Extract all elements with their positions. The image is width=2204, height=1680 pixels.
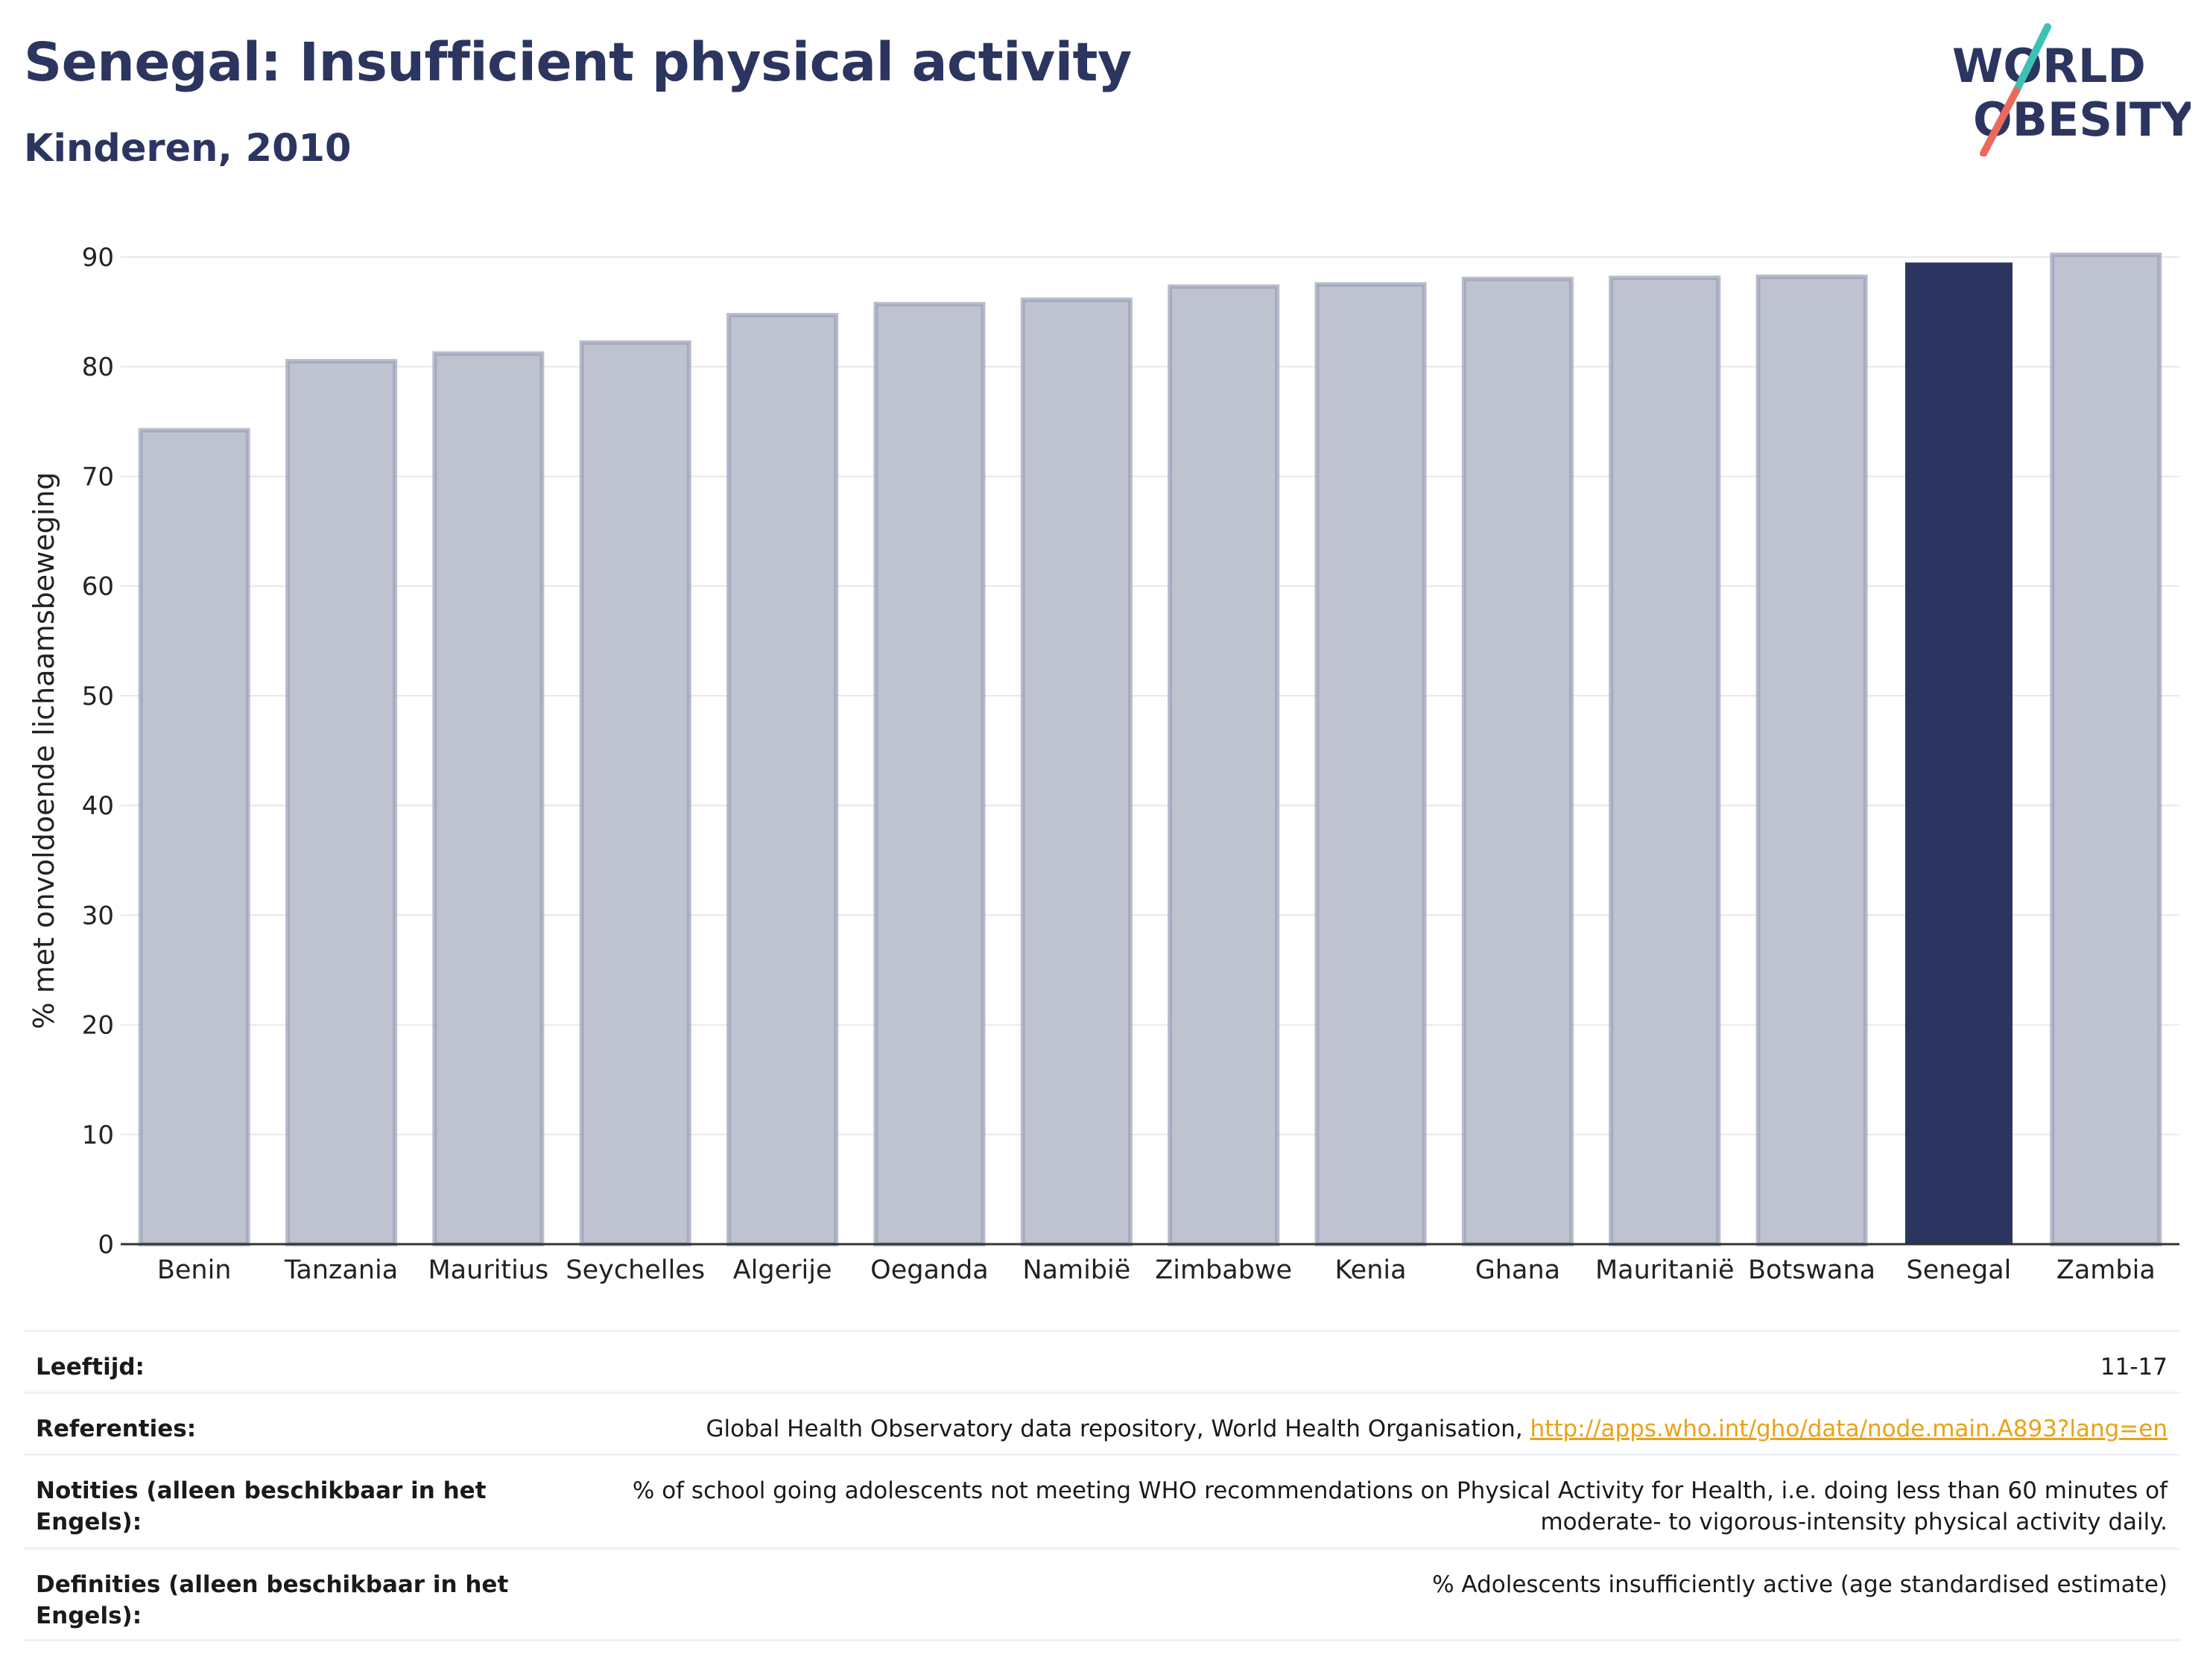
bar-zambia <box>2050 253 2162 1246</box>
info-row-notes: Notities (alleen beschikbaar in het Enge… <box>24 1454 2179 1547</box>
x-tick-label: Zambia <box>2056 1255 2156 1285</box>
info-label: Definities (alleen beschikbaar in het En… <box>36 1571 509 1629</box>
info-label: Notities (alleen beschikbaar in het Enge… <box>36 1477 487 1535</box>
reference-link[interactable]: http://apps.who.int/gho/data/node.main.A… <box>1530 1416 2167 1442</box>
y-tick-label: 80 <box>82 352 114 382</box>
logo-line1: WORLD <box>1952 39 2146 93</box>
bar-seychelles <box>579 340 691 1246</box>
x-tick-label: Benin <box>157 1255 232 1285</box>
x-tick-label: Mauritanië <box>1595 1255 1735 1285</box>
y-tick-label: 10 <box>82 1120 114 1150</box>
y-axis-ticks: 0 10 20 30 40 50 60 70 80 90 <box>82 243 114 1260</box>
info-value: % of school going adolescents not meetin… <box>632 1477 2167 1535</box>
logo-slash-teal <box>2013 23 2051 95</box>
y-tick-label: 60 <box>82 572 114 602</box>
gridlines <box>121 256 2179 1245</box>
info-row-age: Leeftijd: 11-17 <box>24 1330 2179 1392</box>
bar-ghana <box>1461 276 1574 1246</box>
bar-kenia <box>1314 282 1427 1246</box>
bar-chart: 0 10 20 30 40 50 60 70 80 90 Benin Tanzania Mauriti… <box>28 243 2179 1285</box>
bar-namibië <box>1020 297 1133 1247</box>
info-value: 11-17 <box>2100 1354 2167 1381</box>
info-label: Referenties: <box>36 1416 197 1442</box>
x-tick-label: Kenia <box>1334 1255 1406 1285</box>
x-tick-label: Tanzania <box>284 1255 398 1285</box>
y-tick-label: 70 <box>82 462 114 492</box>
info-table: Leeftijd: 11-17 Referenties: Global Heal… <box>24 1330 2179 1641</box>
bar-zimbabwe <box>1168 284 1280 1246</box>
y-tick-label: 30 <box>82 901 114 931</box>
bar-botswana <box>1755 274 1868 1246</box>
reference-text: Global Health Observatory data repositor… <box>706 1416 1530 1442</box>
x-tick-label: Senegal <box>1907 1255 2012 1285</box>
y-tick-label: 20 <box>82 1011 114 1041</box>
bar-mauritanië <box>1609 275 1721 1247</box>
chart-subtitle: Kinderen, 2010 <box>24 127 352 171</box>
x-axis-ticks: Benin Tanzania Mauritius Seychelles Algerije… <box>157 1255 2156 1285</box>
x-tick-label: Zimbabwe <box>1155 1255 1292 1285</box>
x-tick-label: Mauritius <box>428 1255 548 1285</box>
world-obesity-logo: WORLD OBESITY <box>1952 23 2191 156</box>
info-value: % Adolescents insufficiently active (age… <box>1432 1571 2167 1598</box>
bar-senegal <box>1904 262 2013 1245</box>
chart-title: Senegal: Insufficient physical activity <box>24 31 1132 93</box>
x-tick-label: Oeganda <box>870 1255 989 1285</box>
bar-mauritius <box>432 351 545 1246</box>
info-value: Global Health Observatory data repositor… <box>706 1413 2167 1445</box>
y-axis-label: % met onvoldoende lichaamsbeweging <box>28 472 60 1030</box>
bar-algerije <box>726 313 839 1246</box>
x-tick-label: Ghana <box>1475 1255 1560 1285</box>
x-tick-label: Algerije <box>733 1255 832 1285</box>
y-tick-label: 50 <box>82 682 114 711</box>
y-tick-label: 40 <box>82 791 114 821</box>
bar-oeganda <box>873 302 986 1246</box>
logo-slash-red <box>1980 87 2020 156</box>
info-row-references: Referenties: Global Health Observatory d… <box>24 1392 2179 1454</box>
bar-tanzania <box>285 358 398 1247</box>
info-label: Leeftijd: <box>36 1354 145 1381</box>
x-tick-label: Namibië <box>1022 1255 1130 1285</box>
bars <box>138 253 2162 1247</box>
bar-benin <box>138 428 250 1246</box>
y-tick-label: 90 <box>82 243 114 273</box>
x-tick-label: Seychelles <box>566 1255 705 1285</box>
info-row-definitions: Definities (alleen beschikbaar in het En… <box>24 1547 2179 1641</box>
x-tick-label: Botswana <box>1748 1255 1875 1285</box>
y-tick-label: 0 <box>98 1230 114 1260</box>
